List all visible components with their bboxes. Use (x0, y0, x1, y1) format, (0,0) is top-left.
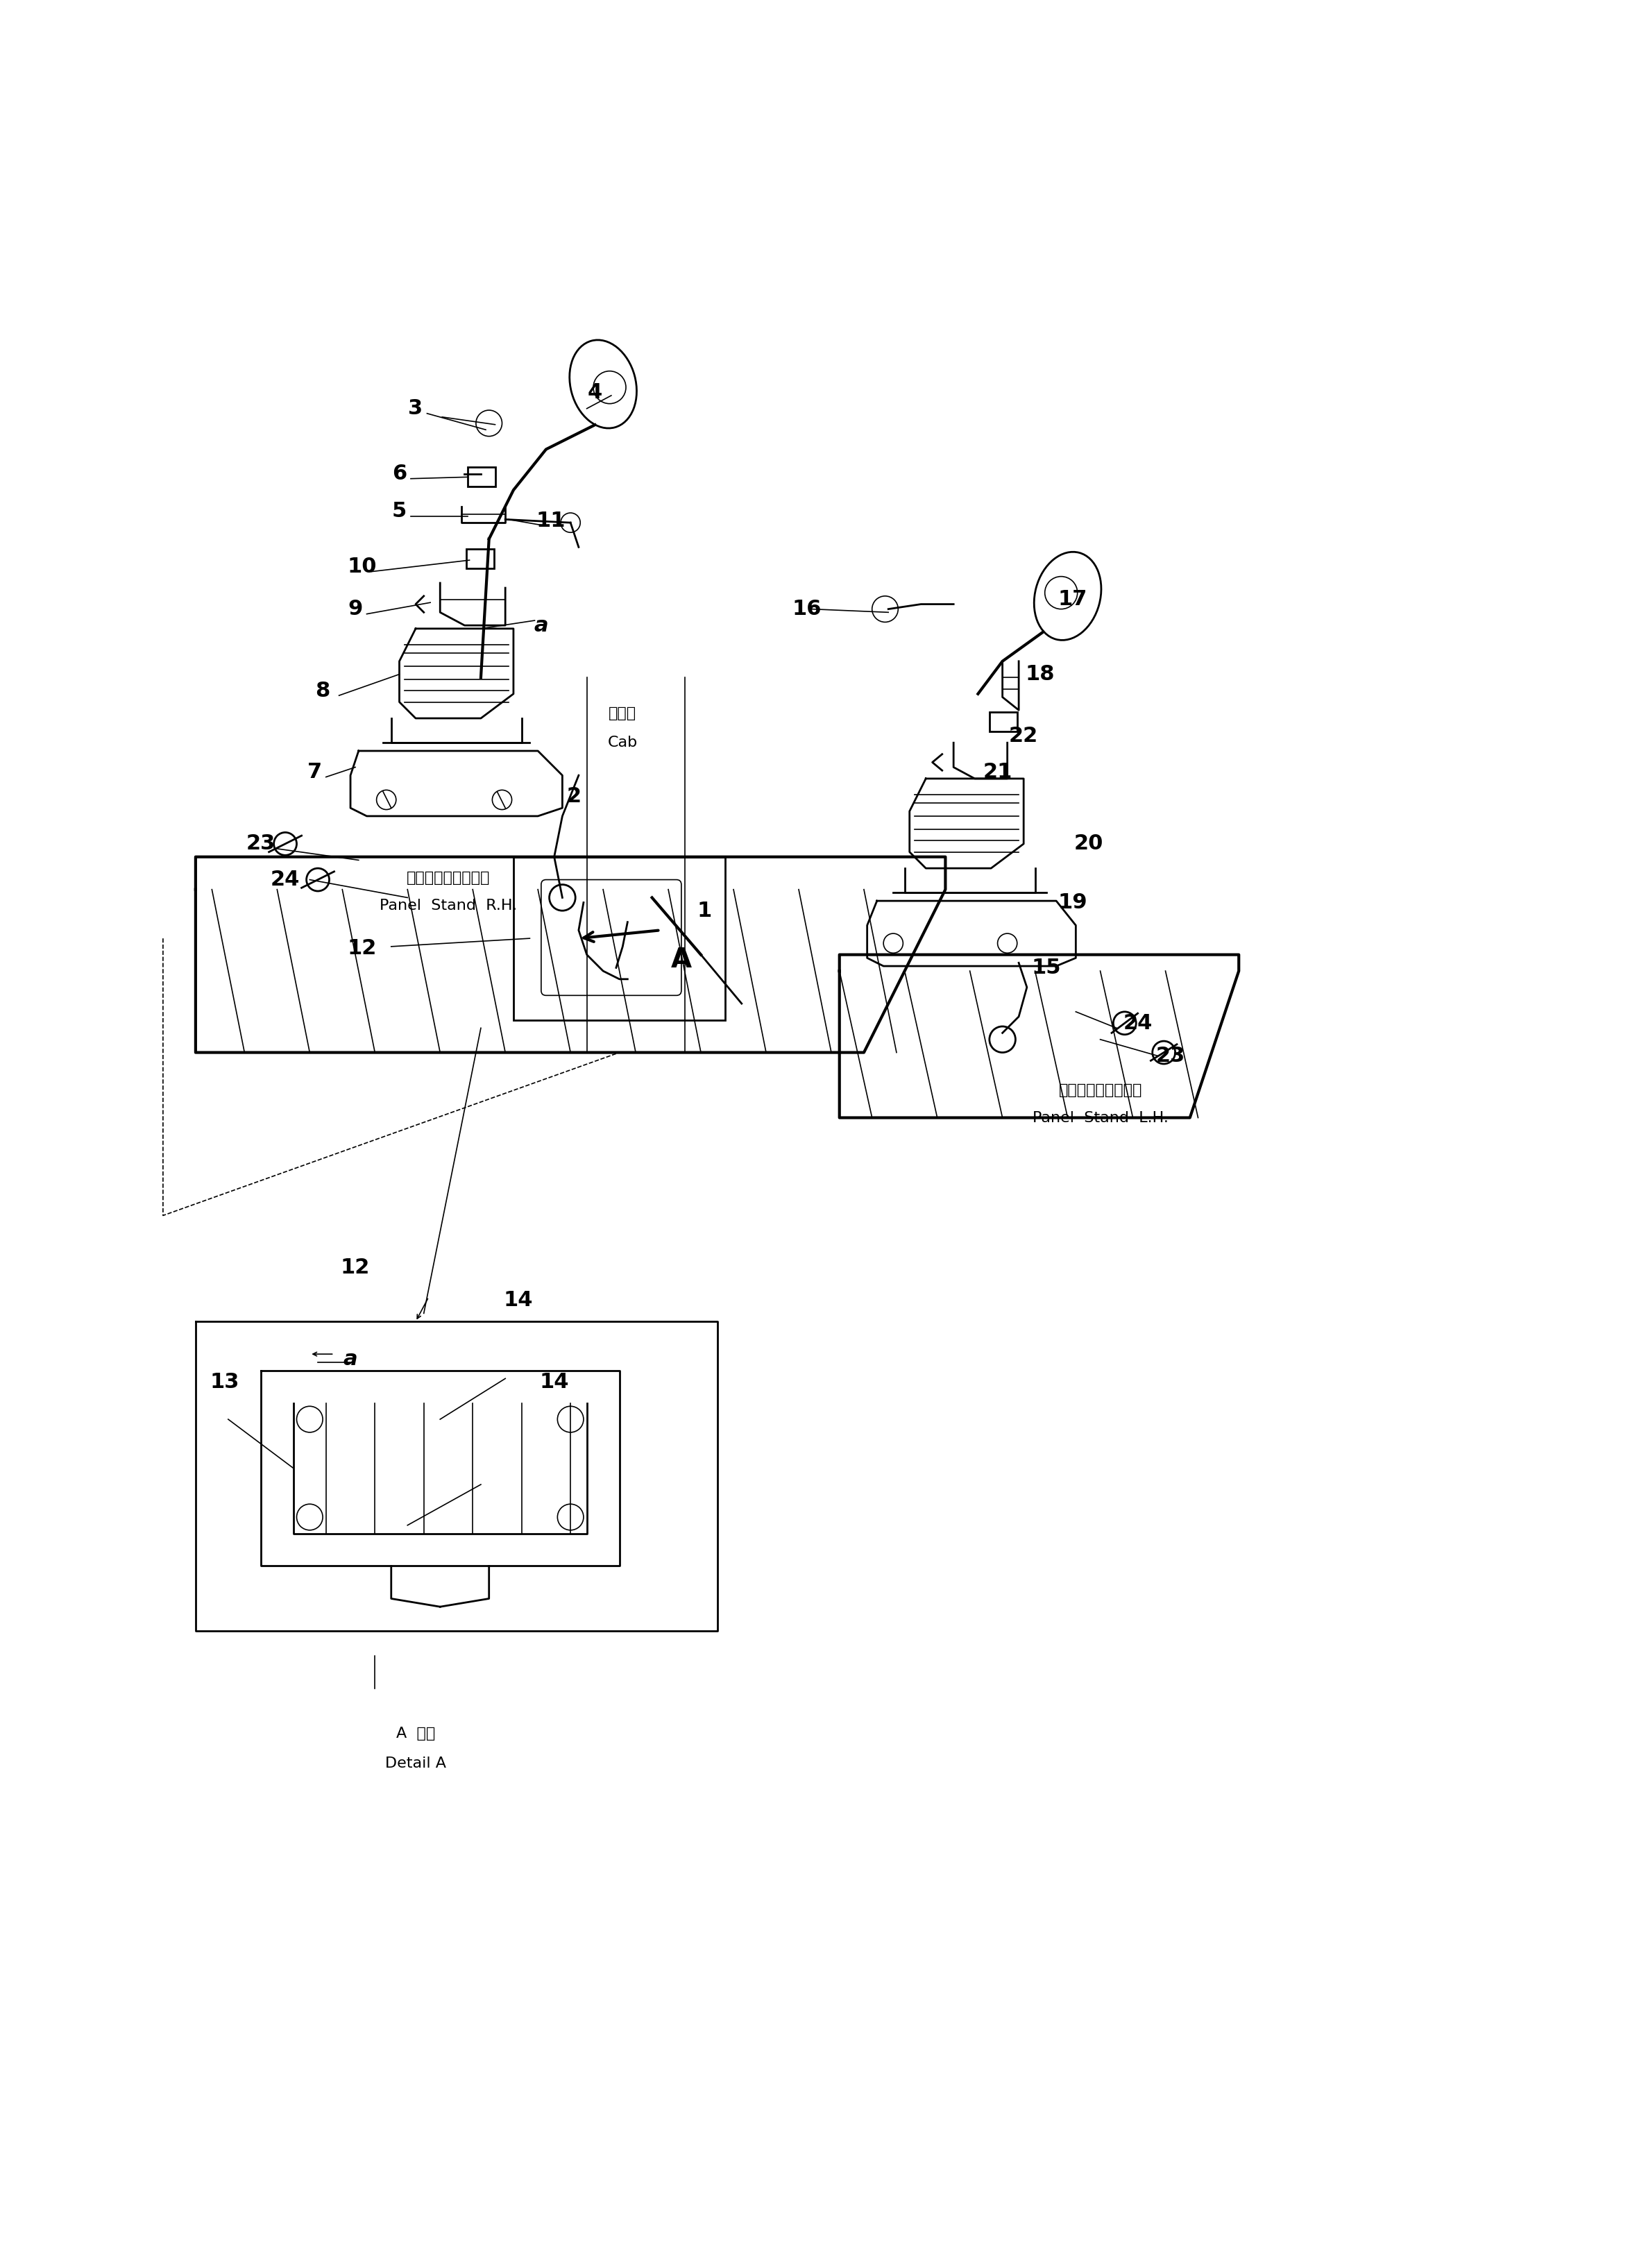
Text: 17: 17 (1058, 590, 1087, 610)
Text: 2: 2 (567, 787, 580, 807)
Text: 6: 6 (391, 463, 407, 483)
Text: 3: 3 (409, 399, 422, 420)
Text: 24: 24 (271, 869, 300, 889)
Text: パネルスタンド　左: パネルスタンド 左 (1058, 1084, 1143, 1098)
Text: 1: 1 (696, 900, 712, 921)
Text: 12: 12 (347, 939, 377, 957)
Text: パネルスタンド　右: パネルスタンド 右 (406, 871, 491, 885)
Text: 19: 19 (1058, 891, 1087, 912)
Text: 13: 13 (210, 1372, 240, 1393)
Text: 23: 23 (246, 835, 275, 853)
Text: Panel  Stand  L.H.: Panel Stand L.H. (1032, 1111, 1169, 1125)
Text: 10: 10 (347, 556, 377, 576)
Text: 16: 16 (792, 599, 822, 619)
Text: 12: 12 (341, 1259, 370, 1277)
Text: 24: 24 (1123, 1014, 1152, 1034)
Text: 20: 20 (1074, 835, 1104, 853)
Text: 21: 21 (983, 762, 1012, 782)
Text: 18: 18 (1025, 665, 1055, 685)
Text: Cab: Cab (608, 735, 637, 751)
Text: 14: 14 (504, 1290, 533, 1311)
FancyBboxPatch shape (466, 549, 494, 569)
Text: 5: 5 (391, 501, 407, 522)
Text: a: a (535, 615, 548, 635)
Text: 11: 11 (536, 510, 566, 531)
Text: 9: 9 (347, 599, 363, 619)
FancyBboxPatch shape (468, 467, 496, 488)
Text: Panel  Stand  R.H.: Panel Stand R.H. (380, 898, 517, 912)
Text: a: a (344, 1349, 357, 1370)
Text: 15: 15 (1032, 957, 1061, 978)
Text: 7: 7 (308, 762, 321, 782)
Text: キャブ: キャブ (608, 705, 637, 721)
Text: 14: 14 (540, 1372, 569, 1393)
Text: A  詳細: A 詳細 (396, 1726, 435, 1742)
Text: 22: 22 (1009, 726, 1038, 746)
Text: 23: 23 (1156, 1046, 1185, 1066)
Text: Detail A: Detail A (385, 1755, 447, 1771)
FancyBboxPatch shape (989, 712, 1017, 730)
Text: A: A (672, 946, 691, 973)
Text: 4: 4 (587, 383, 603, 401)
Text: 8: 8 (315, 680, 331, 701)
